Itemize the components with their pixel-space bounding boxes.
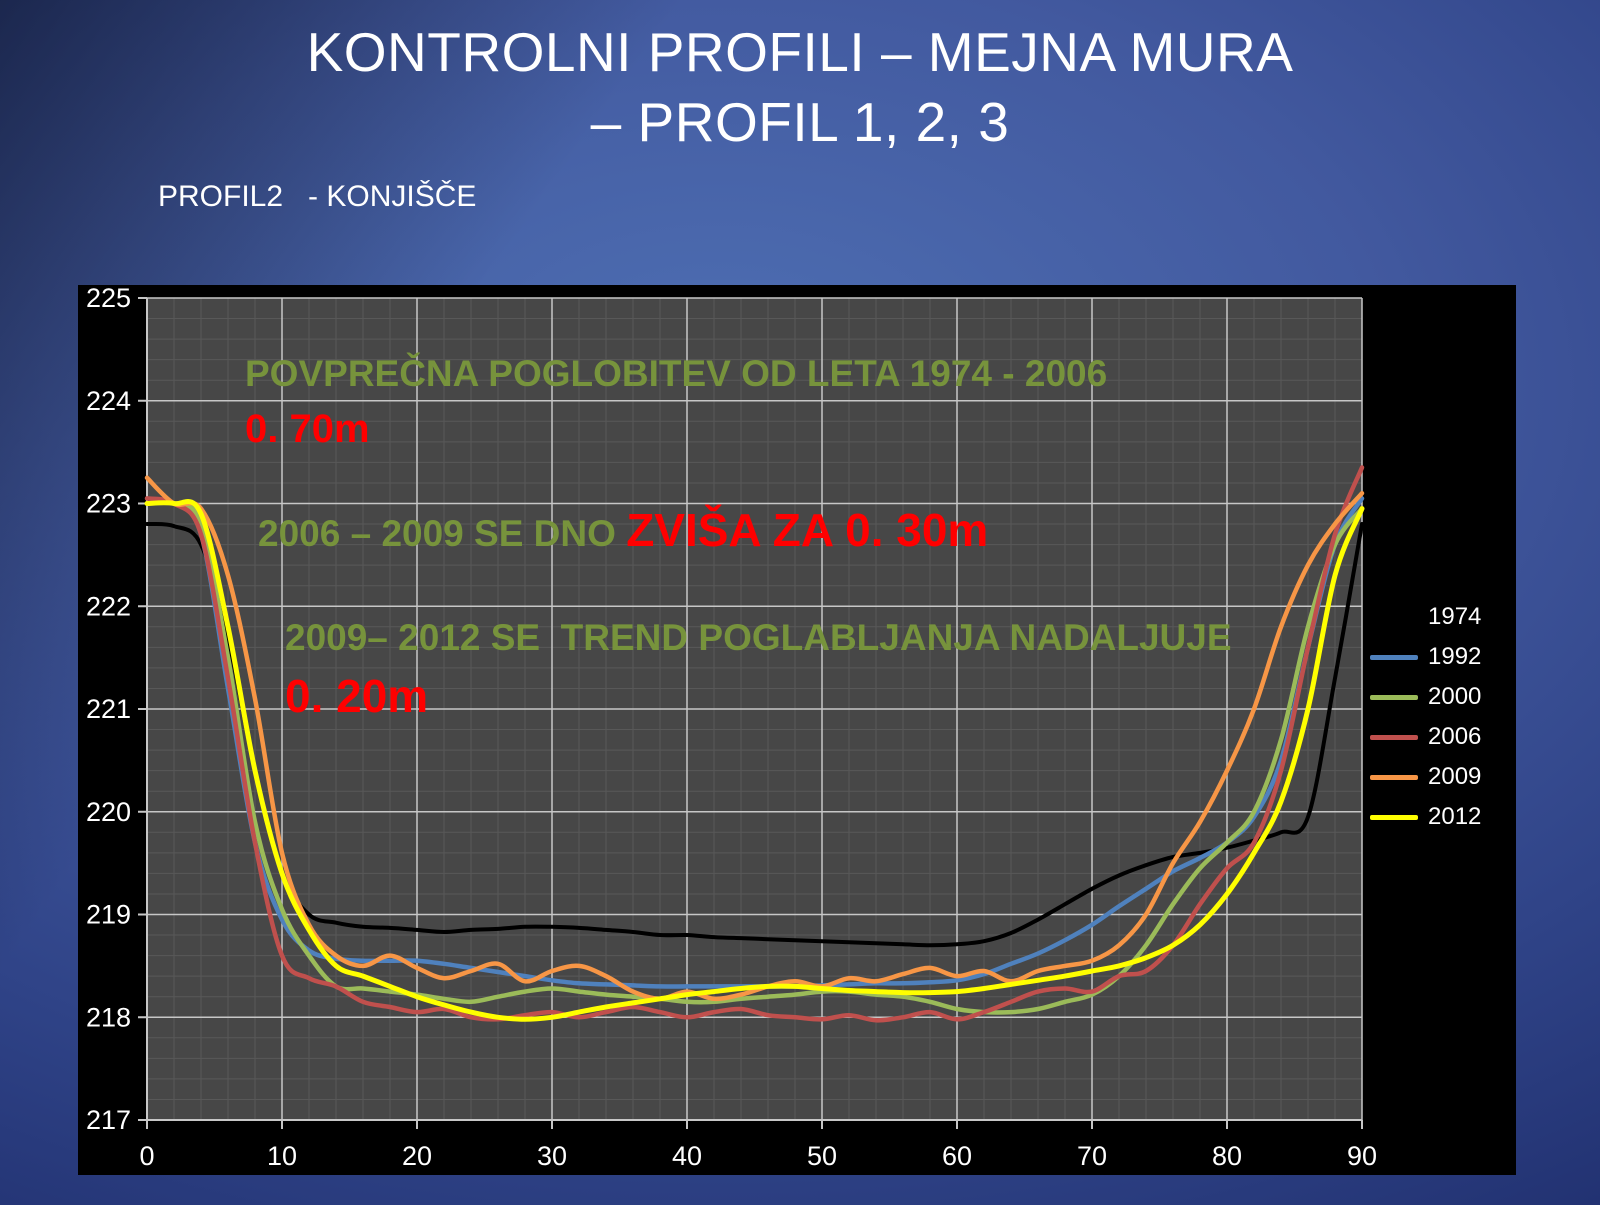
legend-label-2012: 2012 (1428, 803, 1482, 830)
svg-text:221: 221 (86, 694, 131, 724)
svg-text:217: 217 (86, 1105, 131, 1135)
legend-swatch-2006 (1370, 734, 1418, 740)
legend-item-2012: 2012 (1370, 797, 1510, 837)
svg-text:40: 40 (672, 1141, 702, 1171)
slide-title: KONTROLNI PROFILI – MEJNA MURA – PROFIL … (0, 18, 1600, 158)
title-line-2: – PROFIL 1, 2, 3 (590, 90, 1010, 153)
profile-subtitle: PROFIL2 - KONJIŠČE (158, 180, 477, 213)
legend-item-1974: 1974 (1370, 597, 1510, 637)
legend-swatch-2000 (1370, 694, 1418, 700)
legend-swatch-1992 (1370, 654, 1418, 660)
svg-text:222: 222 (86, 591, 131, 621)
legend-label-1992: 1992 (1428, 643, 1482, 670)
annotation-2006-2009: 2006 – 2009 SE DNO ZVIŠA ZA 0. 30m (258, 503, 988, 557)
annotation-2009-2012: 2009– 2012 SE TREND POGLABLJANJA NADALJU… (285, 617, 1232, 658)
legend-item-2009: 2009 (1370, 757, 1510, 797)
legend-item-2006: 2006 (1370, 717, 1510, 757)
svg-text:224: 224 (86, 386, 131, 416)
annotation-2006-2009-green: 2006 – 2009 SE DNO (258, 513, 627, 554)
legend-item-1992: 1992 (1370, 637, 1510, 677)
svg-text:30: 30 (537, 1141, 567, 1171)
annotation-2006-2009-red: ZVIŠA ZA 0. 30m (626, 504, 989, 556)
chart-legend: 1974 1992 2000 2006 2009 2012 (1370, 597, 1510, 837)
legend-label-1974: 1974 (1428, 603, 1482, 630)
svg-text:50: 50 (807, 1141, 837, 1171)
legend-swatch-2009 (1370, 774, 1418, 780)
svg-text:70: 70 (1077, 1141, 1107, 1171)
legend-label-2006: 2006 (1428, 723, 1482, 750)
profile-chart: 217 218 219 220 221 222 223 224 225 0 10 20 30 40 50 60… (78, 285, 1516, 1175)
title-line-1: KONTROLNI PROFILI – MEJNA MURA (306, 21, 1294, 83)
profile-chart-plot: 217 218 219 220 221 222 223 224 225 0 10 20 30 40 50 60… (86, 285, 1377, 1171)
svg-text:219: 219 (86, 900, 131, 930)
svg-text:223: 223 (86, 489, 131, 519)
annotation-value-020m: 0. 20m (285, 670, 429, 722)
svg-text:225: 225 (86, 285, 131, 313)
svg-text:10: 10 (267, 1141, 297, 1171)
svg-text:90: 90 (1347, 1141, 1377, 1171)
legend-item-2000: 2000 (1370, 677, 1510, 717)
svg-text:80: 80 (1212, 1141, 1242, 1171)
svg-text:0: 0 (139, 1141, 154, 1171)
legend-swatch-2012 (1370, 814, 1418, 820)
legend-swatch-1974 (1370, 614, 1418, 620)
svg-text:220: 220 (86, 797, 131, 827)
svg-text:20: 20 (402, 1141, 432, 1171)
svg-text:60: 60 (942, 1141, 972, 1171)
annotation-deepening-1974-2006: POVPREČNA POGLOBITEV OD LETA 1974 - 2006 (245, 353, 1108, 394)
svg-text:218: 218 (86, 1002, 131, 1032)
legend-label-2000: 2000 (1428, 683, 1482, 710)
annotation-value-070m: 0. 70m (245, 407, 370, 451)
legend-label-2009: 2009 (1428, 763, 1482, 790)
